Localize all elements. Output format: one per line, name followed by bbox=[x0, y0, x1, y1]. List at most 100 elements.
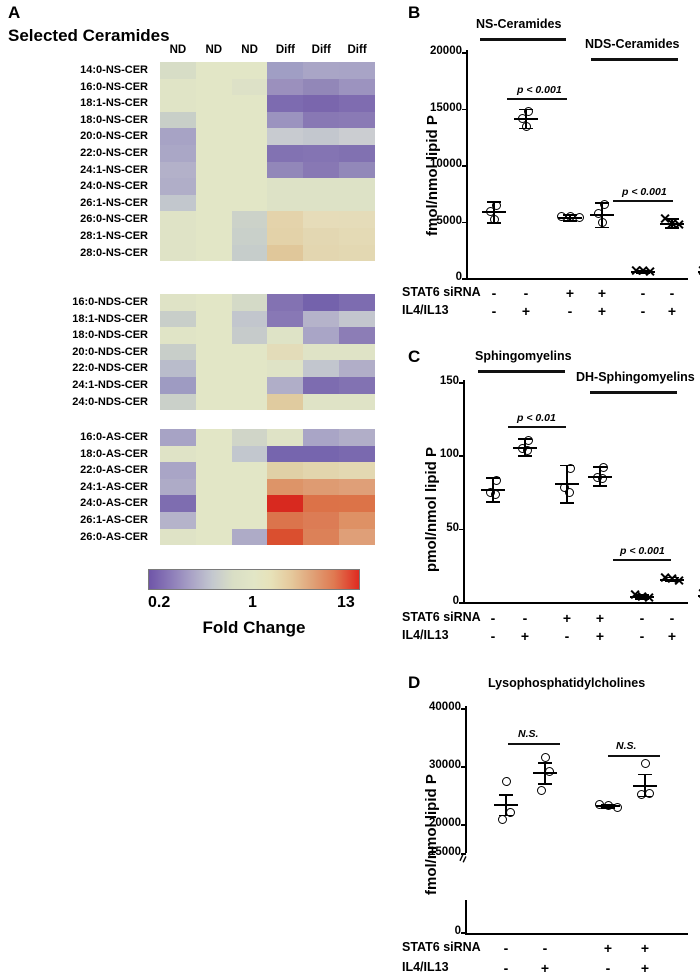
panel-c-sig-line-0 bbox=[508, 426, 566, 428]
heatmap-cell bbox=[339, 178, 375, 195]
heatmap-row-label: 14:0-NS-CER bbox=[18, 65, 148, 76]
heatmap-cell bbox=[160, 495, 196, 512]
heatmap-cell bbox=[160, 377, 196, 394]
heatmap-cell bbox=[303, 128, 339, 145]
heatmap-cell bbox=[196, 178, 232, 195]
data-point-circle bbox=[613, 803, 622, 812]
condition-symbol: - bbox=[560, 628, 574, 644]
heatmap-cell bbox=[232, 512, 268, 529]
data-point-circle bbox=[600, 200, 609, 209]
data-point-circle bbox=[604, 801, 613, 810]
heatmap-cell bbox=[267, 311, 303, 328]
panel-d-y-axis-upper bbox=[465, 706, 467, 853]
heatmap-cell bbox=[196, 311, 232, 328]
heatmap-cell bbox=[232, 294, 268, 311]
heatmap-cell bbox=[160, 344, 196, 361]
heatmap-row-label: 24:0-NDS-CER bbox=[18, 397, 148, 408]
heatmap-row bbox=[160, 195, 375, 212]
heatmap-cell bbox=[303, 479, 339, 496]
heatmap-cell bbox=[196, 512, 232, 529]
data-point-circle bbox=[565, 488, 574, 497]
condition-symbol: + bbox=[593, 610, 607, 626]
condition-symbol: + bbox=[601, 940, 615, 956]
data-point-circle bbox=[502, 777, 511, 786]
heatmap-cell bbox=[303, 495, 339, 512]
y-tick-mark bbox=[461, 766, 466, 768]
heatmap-row-label: 22:0-NS-CER bbox=[18, 148, 148, 159]
panel-d-sig-line-1 bbox=[608, 755, 660, 757]
panel-b-sig-text-1: p < 0.001 bbox=[622, 186, 667, 198]
colorbar-mid-label: 1 bbox=[248, 594, 257, 612]
heatmap-cell bbox=[196, 479, 232, 496]
condition-symbol: + bbox=[665, 628, 679, 644]
heatmap-row bbox=[160, 294, 375, 311]
heatmap-cell bbox=[160, 462, 196, 479]
heatmap-cell bbox=[303, 327, 339, 344]
heatmap-cell bbox=[339, 245, 375, 262]
condition-symbol: + bbox=[595, 303, 609, 319]
heatmap-row bbox=[160, 377, 375, 394]
heatmap-cell bbox=[339, 344, 375, 361]
condition-row-label: STAT6 siRNA bbox=[402, 610, 481, 624]
heatmap-cell bbox=[232, 429, 268, 446]
heatmap-cell bbox=[160, 529, 196, 546]
heatmap-col-header-3: Diff bbox=[267, 44, 303, 56]
heatmap-cell bbox=[160, 195, 196, 212]
heatmap-cell bbox=[160, 512, 196, 529]
heatmap-cell bbox=[232, 344, 268, 361]
heatmap-cell bbox=[196, 377, 232, 394]
heatmap-cell bbox=[196, 462, 232, 479]
heatmap-cell bbox=[267, 195, 303, 212]
heatmap-row-label: 22:0-NDS-CER bbox=[18, 363, 148, 374]
heatmap-cell bbox=[267, 327, 303, 344]
heatmap-cell bbox=[160, 112, 196, 129]
heatmap-row-label: 16:0-AS-CER bbox=[18, 432, 148, 443]
heatmap-row bbox=[160, 446, 375, 463]
heatmap-row bbox=[160, 162, 375, 179]
heatmap-cell bbox=[196, 211, 232, 228]
heatmap-row-label: 24:0-NS-CER bbox=[18, 181, 148, 192]
heatmap-cell bbox=[339, 446, 375, 463]
heatmap-cell bbox=[303, 211, 339, 228]
error-bar-cap bbox=[538, 762, 552, 764]
heatmap-cell bbox=[196, 162, 232, 179]
heatmap-row bbox=[160, 495, 375, 512]
condition-symbol: - bbox=[518, 610, 532, 626]
panel-b-group-title-0: NS-Ceramides bbox=[476, 17, 561, 31]
heatmap-cell bbox=[339, 311, 375, 328]
heatmap-cell bbox=[196, 446, 232, 463]
heatmap-cell bbox=[267, 162, 303, 179]
data-point-circle bbox=[506, 808, 515, 817]
heatmap-cell bbox=[196, 128, 232, 145]
data-point-circle bbox=[598, 218, 607, 227]
heatmap-cell bbox=[160, 327, 196, 344]
panel-c-sig-line-1 bbox=[613, 559, 671, 561]
condition-symbol: + bbox=[665, 303, 679, 319]
heatmap-cell bbox=[267, 495, 303, 512]
heatmap-cell bbox=[160, 228, 196, 245]
data-point-circle bbox=[637, 790, 646, 799]
mean-bar bbox=[494, 804, 518, 806]
heatmap-row-label: 18:0-NS-CER bbox=[18, 115, 148, 126]
y-tick-label: 0 bbox=[413, 925, 461, 937]
data-point-circle bbox=[598, 474, 607, 483]
heatmap-cell bbox=[232, 495, 268, 512]
heatmap-cell bbox=[267, 178, 303, 195]
heatmap-cell bbox=[232, 95, 268, 112]
heatmap-cell bbox=[303, 529, 339, 546]
y-tick-mark bbox=[461, 708, 466, 710]
heatmap-row bbox=[160, 79, 375, 96]
condition-row-label: STAT6 siRNA bbox=[402, 285, 481, 299]
panel-d-sig-text-0: N.S. bbox=[518, 728, 538, 740]
condition-symbol: - bbox=[487, 285, 501, 301]
heatmap-cell bbox=[160, 128, 196, 145]
heatmap-row-label: 24:0-AS-CER bbox=[18, 498, 148, 509]
heatmap-cell bbox=[267, 512, 303, 529]
heatmap-row-label: 24:1-NDS-CER bbox=[18, 380, 148, 391]
heatmap-cell bbox=[196, 394, 232, 411]
heatmap-cell bbox=[232, 62, 268, 79]
data-point-x bbox=[644, 592, 655, 603]
heatmap-cell bbox=[267, 79, 303, 96]
heatmap-row bbox=[160, 62, 375, 79]
y-tick-label: 15000 bbox=[418, 102, 462, 114]
